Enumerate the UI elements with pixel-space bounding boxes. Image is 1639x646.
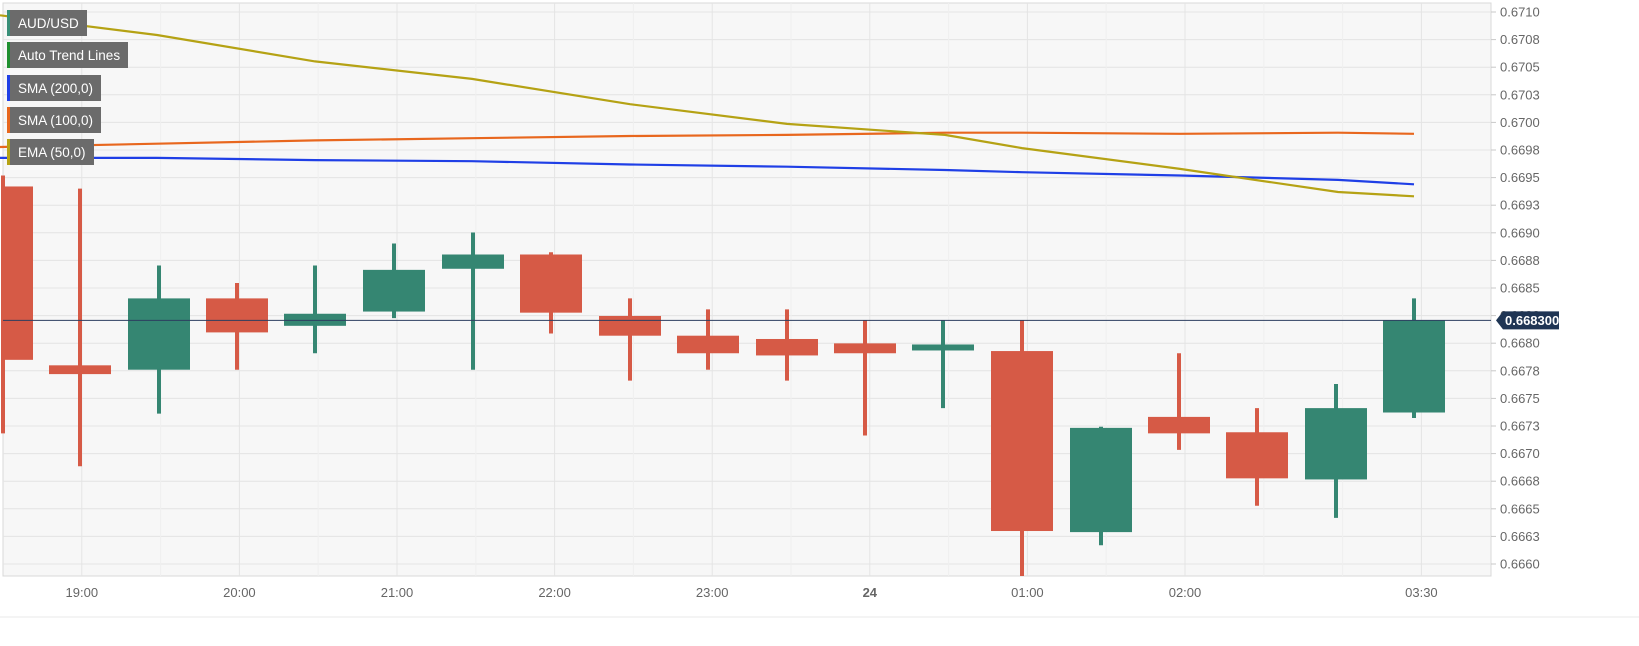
series-line-sma-100-0	[0, 131, 1415, 149]
current-price-tag	[1496, 311, 1559, 330]
x-tick-label: 01:00	[1011, 585, 1044, 600]
legend-swatch	[7, 139, 10, 165]
candle-body	[206, 298, 268, 333]
legend-label: AUD/USD	[18, 15, 79, 31]
legend-item-sma-100-0[interactable]: SMA (100,0)	[7, 107, 102, 133]
y-tick-label: 0.6688	[1500, 253, 1540, 268]
x-tick-label: 19:00	[66, 585, 99, 600]
candle-body	[756, 338, 818, 356]
legend-label: SMA (200,0)	[18, 80, 94, 96]
y-tick-label: 0.6690	[1500, 225, 1540, 240]
candle-body	[1226, 432, 1288, 479]
candle-body	[3, 186, 33, 360]
legend-label: Auto Trend Lines	[18, 47, 121, 63]
y-tick-label: 0.6695	[1500, 170, 1540, 185]
candle	[1305, 383, 1367, 518]
y-tick-label: 0.6708	[1500, 32, 1540, 47]
candle-body	[1148, 416, 1210, 434]
candle-body	[49, 365, 111, 375]
candle	[363, 243, 425, 319]
legend-swatch	[7, 42, 10, 68]
candle-body	[442, 254, 504, 269]
x-tick-label: 24	[863, 585, 878, 600]
candle	[1070, 426, 1132, 546]
y-tick-label: 0.6710	[1500, 5, 1540, 20]
candle-body	[520, 254, 582, 313]
x-tick-label: 23:00	[696, 585, 729, 600]
legend-item-sma-200-0[interactable]: SMA (200,0)	[7, 75, 102, 101]
candle-body	[1305, 408, 1367, 480]
series-line-ema-50-0	[0, 14, 1415, 198]
y-tick-label: 0.6673	[1500, 419, 1540, 434]
y-tick-label: 0.6698	[1500, 143, 1540, 158]
candle-body	[912, 344, 974, 351]
y-tick-label: 0.6665	[1500, 501, 1540, 516]
candle-body	[991, 351, 1053, 532]
candle	[756, 309, 818, 381]
candle	[1383, 298, 1445, 418]
legend-swatch	[7, 75, 10, 101]
candle-body	[128, 298, 190, 370]
x-tick-label: 03:30	[1405, 585, 1438, 600]
candle	[677, 309, 739, 370]
current-price-label: 0.668300	[1505, 313, 1559, 328]
candle-body	[677, 335, 739, 354]
legend-label: SMA (100,0)	[18, 112, 94, 128]
candle-body	[1383, 320, 1445, 413]
candle-body	[834, 343, 896, 354]
y-tick-label: 0.6680	[1500, 336, 1540, 351]
y-tick-label: 0.6705	[1500, 60, 1540, 75]
candle	[206, 283, 268, 370]
candle	[520, 252, 582, 334]
y-tick-label: 0.6663	[1500, 529, 1540, 544]
legend-item-auto-trend-lines[interactable]: Auto Trend Lines	[7, 42, 129, 68]
candle-body	[599, 315, 661, 336]
y-tick-label: 0.6675	[1500, 391, 1540, 406]
candle-body	[1070, 427, 1132, 533]
y-tick-label: 0.6670	[1500, 446, 1540, 461]
y-tick-label: 0.6685	[1500, 281, 1540, 296]
legend-swatch	[7, 10, 10, 36]
y-tick-label: 0.6660	[1500, 557, 1540, 572]
candle	[1, 175, 33, 434]
candle	[442, 232, 504, 370]
candle	[991, 320, 1053, 576]
candle	[49, 188, 111, 467]
candle-body	[363, 269, 425, 312]
candle	[1226, 408, 1288, 506]
y-tick-label: 0.6668	[1500, 474, 1540, 489]
candle	[912, 320, 974, 409]
candle	[834, 320, 896, 436]
candle	[1148, 353, 1210, 450]
x-tick-label: 20:00	[223, 585, 256, 600]
x-tick-label: 02:00	[1169, 585, 1202, 600]
candle	[599, 298, 661, 381]
y-tick-label: 0.6678	[1500, 363, 1540, 378]
legend-item-aud-usd[interactable]: AUD/USD	[7, 10, 87, 36]
x-tick-label: 21:00	[381, 585, 414, 600]
legend-label: EMA (50,0)	[18, 144, 86, 160]
legend-swatch	[7, 107, 10, 133]
candle	[284, 265, 346, 354]
y-tick-label: 0.6700	[1500, 115, 1540, 130]
candle-body	[284, 313, 346, 326]
y-tick-label: 0.6693	[1500, 198, 1540, 213]
y-tick-label: 0.6703	[1500, 87, 1540, 102]
x-tick-label: 22:00	[538, 585, 571, 600]
legend-item-ema-50-0[interactable]: EMA (50,0)	[7, 139, 94, 165]
candle	[128, 265, 190, 414]
